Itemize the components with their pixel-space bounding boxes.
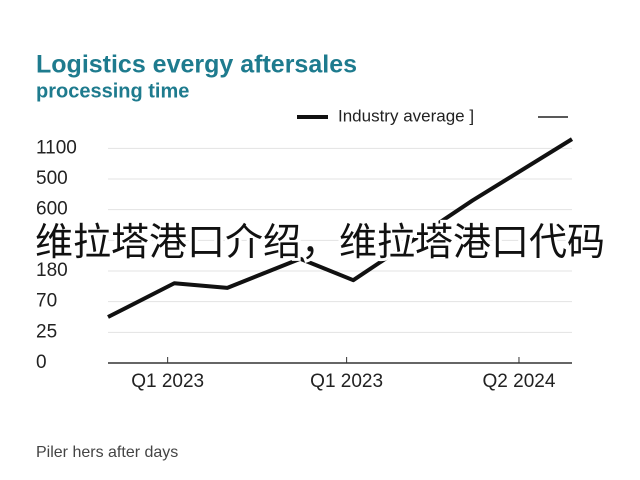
x-tick-label: Q1 2023	[131, 371, 204, 392]
y-tick-label: 500	[36, 168, 68, 189]
y-tick-label: 70	[36, 291, 57, 312]
y-tick-label: 0	[36, 352, 47, 373]
watermark: 维拉塔港口介绍，维拉塔港口代码	[35, 222, 605, 264]
x-tick-label: Q1 2023	[310, 371, 383, 392]
data-line	[107, 137, 574, 319]
y-tick-label: 25	[36, 321, 57, 342]
chart-subtitle: processing time	[36, 80, 189, 102]
y-tick-label: 1100	[36, 137, 77, 158]
legend-label: Industry average ]	[338, 106, 474, 125]
footnote: Piler hers after days	[36, 444, 178, 461]
chart-title: Logistics evergy aftersales	[36, 51, 357, 79]
y-tick-label: 600	[36, 199, 68, 220]
x-tick-label: Q2 2024	[483, 371, 556, 392]
y-tick-label: 180	[36, 260, 68, 281]
